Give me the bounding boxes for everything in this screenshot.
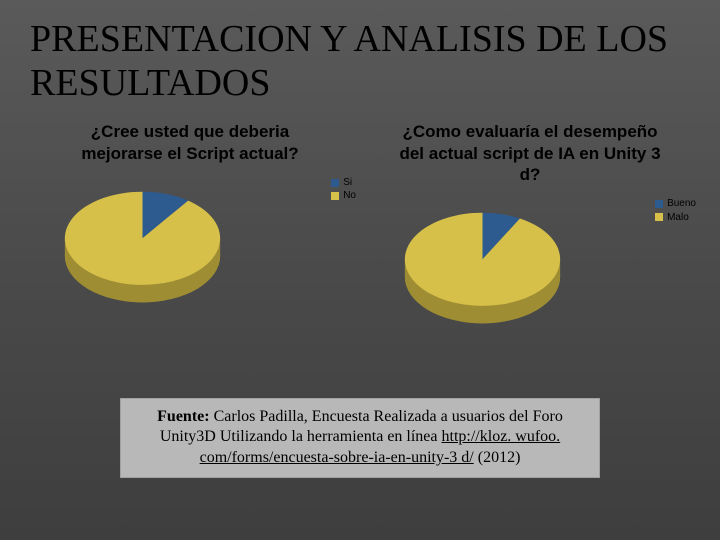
charts-row: ¿Cree usted que deberia mejorarse el Scr… xyxy=(0,105,720,353)
legend-item: Si xyxy=(331,176,356,190)
legend-item: Malo xyxy=(655,211,696,225)
legend-label: Malo xyxy=(667,211,689,225)
chart-right-pie xyxy=(400,199,565,339)
slide-title: PRESENTACION Y ANALISIS DE LOS RESULTADO… xyxy=(0,0,720,105)
chart-right: ¿Como evaluaría el desempeño del actual … xyxy=(360,121,700,353)
legend-swatch-icon xyxy=(655,200,663,208)
chart-right-legend: Bueno Malo xyxy=(655,197,696,224)
legend-swatch-icon xyxy=(331,179,339,187)
legend-label: No xyxy=(343,189,356,203)
legend-label: Bueno xyxy=(667,197,696,211)
legend-label: Si xyxy=(343,176,352,190)
chart-left-title: ¿Cree usted que deberia mejorarse el Scr… xyxy=(20,121,360,164)
chart-right-area: Bueno Malo xyxy=(360,193,700,353)
chart-left-pie xyxy=(60,178,225,318)
chart-left: ¿Cree usted que deberia mejorarse el Scr… xyxy=(20,121,360,353)
source-text-2: (2012) xyxy=(474,449,521,466)
legend-swatch-icon xyxy=(655,213,663,221)
legend-item: Bueno xyxy=(655,197,696,211)
legend-item: No xyxy=(331,189,356,203)
source-label: Fuente: xyxy=(157,408,209,425)
chart-left-legend: Si No xyxy=(331,176,356,203)
chart-left-area: Si No xyxy=(20,172,360,332)
legend-swatch-icon xyxy=(331,192,339,200)
chart-right-title: ¿Como evaluaría el desempeño del actual … xyxy=(360,121,700,185)
source-box: Fuente: Carlos Padilla, Encuesta Realiza… xyxy=(120,398,600,478)
